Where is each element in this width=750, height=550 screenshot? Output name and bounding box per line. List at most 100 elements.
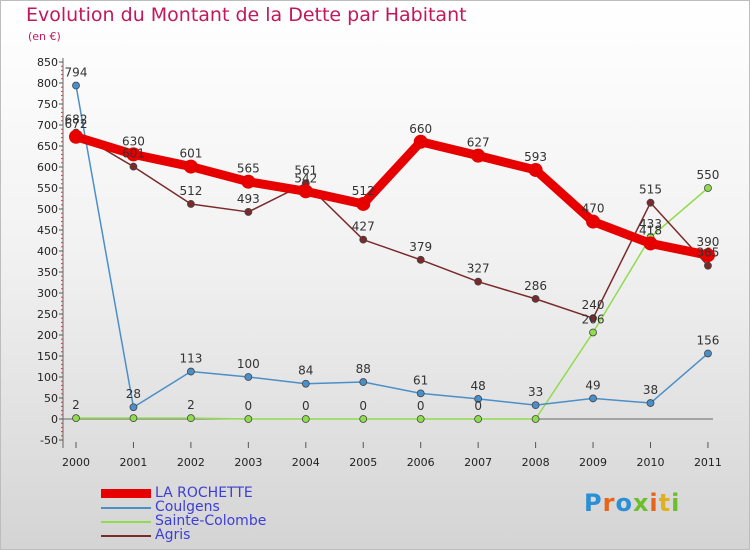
data-point-la-rochette [643, 236, 658, 251]
data-point-sainte-colombe [72, 414, 80, 423]
data-point-agris [359, 235, 368, 244]
data-label-sainte-colombe: 433 [639, 217, 662, 231]
y-tick-label: 50 [44, 392, 58, 405]
data-label-la-rochette: 390 [696, 235, 719, 249]
data-label-coulgens: 33 [528, 385, 543, 399]
data-label-coulgens: 156 [696, 333, 719, 347]
data-label-coulgens: 100 [237, 357, 260, 371]
data-point-coulgens [359, 378, 368, 386]
logo-letter: i [649, 489, 659, 517]
data-label-sainte-colombe: 2 [72, 398, 80, 412]
data-label-coulgens: 28 [126, 387, 141, 401]
y-tick-label: 650 [37, 140, 58, 153]
y-tick-label: 0 [51, 413, 58, 426]
data-point-sainte-colombe [301, 415, 310, 423]
data-label-la-rochette: 470 [582, 202, 605, 216]
data-point-sainte-colombe [531, 415, 540, 423]
data-point-sainte-colombe [589, 328, 597, 337]
data-point-coulgens [474, 394, 483, 403]
x-tick-label: 2001 [119, 456, 147, 469]
y-tick-label: 400 [37, 245, 58, 258]
series-layer [69, 81, 715, 423]
data-label-sainte-colombe: 206 [582, 312, 605, 326]
data-point-sainte-colombe [129, 414, 138, 423]
data-point-sainte-colombe [704, 184, 712, 192]
data-label-agris: 493 [237, 192, 260, 206]
data-label-la-rochette: 542 [294, 171, 317, 185]
logo-letter: i [671, 489, 681, 517]
data-label-la-rochette: 672 [65, 117, 88, 131]
data-label-la-rochette: 627 [467, 136, 490, 150]
data-point-coulgens [416, 389, 425, 398]
data-label-sainte-colombe: 0 [359, 399, 367, 413]
data-point-la-rochette [241, 174, 256, 189]
data-point-sainte-colombe [244, 415, 253, 423]
y-tick-label: 200 [37, 329, 58, 342]
data-label-coulgens: 113 [179, 352, 202, 366]
data-point-la-rochette [413, 134, 428, 149]
logo-letter: r [602, 489, 616, 517]
data-point-coulgens [704, 349, 712, 358]
legend-swatch-sainte-colombe [101, 521, 151, 523]
data-point-agris [244, 208, 253, 216]
y-tick-label: -50 [40, 434, 58, 447]
y-tick-label: 550 [37, 182, 58, 195]
data-point-sainte-colombe [186, 414, 195, 423]
data-point-la-rochette [126, 147, 141, 162]
legend-label-agris: Agris [155, 527, 191, 543]
x-tick-label: 2006 [407, 456, 435, 469]
y-tick-label: 800 [37, 77, 58, 90]
data-label-agris: 286 [524, 279, 547, 293]
data-point-la-rochette [586, 214, 601, 229]
x-tick-label: 2010 [637, 456, 665, 469]
data-point-coulgens [72, 81, 80, 90]
data-label-coulgens: 88 [356, 362, 371, 376]
data-point-la-rochette [700, 248, 715, 263]
data-point-coulgens [186, 367, 195, 376]
logo-letter: x [632, 489, 650, 517]
x-tick-label: 2003 [234, 456, 262, 469]
data-label-la-rochette: 660 [409, 122, 432, 136]
legend-swatch-agris [101, 535, 151, 537]
data-label-agris: 365 [696, 246, 719, 260]
data-label-la-rochette: 630 [122, 134, 145, 148]
data-label-coulgens: 48 [471, 379, 486, 393]
series-line-la-rochette [71, 132, 713, 260]
data-label-agris: 512 [179, 184, 202, 198]
data-point-agris [186, 200, 195, 208]
data-point-la-rochette [471, 148, 486, 163]
logo-letter: P [584, 489, 603, 517]
data-label-la-rochette: 418 [639, 223, 662, 237]
data-label-sainte-colombe: 0 [417, 399, 425, 413]
data-label-agris: 379 [409, 240, 432, 254]
axes: -500501001502002503003504004505005506006… [37, 56, 722, 469]
data-label-coulgens: 84 [298, 364, 313, 378]
data-point-agris [704, 261, 712, 270]
data-point-agris [129, 162, 138, 171]
data-point-la-rochette [528, 162, 543, 177]
logo-letter: t [658, 489, 672, 517]
data-point-agris [416, 255, 425, 264]
x-tick-label: 2009 [579, 456, 607, 469]
x-tick-label: 2004 [292, 456, 320, 469]
data-point-sainte-colombe [416, 415, 425, 423]
data-point-coulgens [646, 399, 655, 407]
data-point-coulgens [589, 394, 597, 403]
x-tick-label: 2002 [177, 456, 205, 469]
data-point-coulgens [531, 401, 540, 410]
chart-subtitle: (en €) [28, 30, 61, 43]
data-label-coulgens: 61 [413, 373, 428, 387]
data-label-sainte-colombe: 2 [187, 398, 195, 412]
data-label-agris: 561 [294, 163, 317, 177]
x-tick-label: 2000 [62, 456, 90, 469]
data-point-agris [589, 314, 597, 323]
series-line-sainte-colombe [75, 187, 709, 420]
data-label-la-rochette: 601 [179, 147, 202, 161]
data-point-la-rochette [183, 159, 198, 174]
y-tick-label: 700 [37, 119, 58, 132]
data-label-la-rochette: 565 [237, 162, 260, 176]
data-label-agris: 601 [122, 147, 145, 161]
